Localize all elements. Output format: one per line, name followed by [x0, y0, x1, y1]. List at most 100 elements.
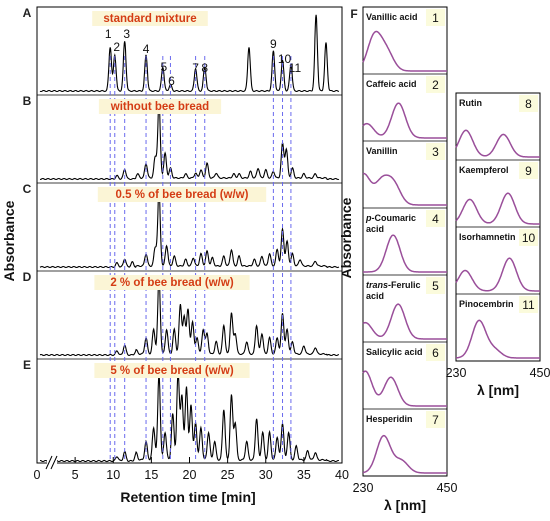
y-axis-title: Absorbance	[338, 197, 354, 278]
y-axis-title: Absorbance	[1, 200, 17, 281]
panel-title: 0.5 % of bee bread (w/w)	[116, 189, 249, 201]
compound-number-badge	[426, 277, 445, 294]
compound-label: trans-Ferulic	[366, 280, 421, 290]
panel-title-background	[97, 187, 267, 202]
panel-title: standard mixture	[103, 13, 196, 25]
compound-number-badge	[519, 162, 538, 179]
x-tick-label: 10	[106, 468, 120, 482]
peak-label: 9	[270, 37, 277, 51]
compound-label-suffix: acid	[366, 291, 384, 301]
x-tick-label: 15	[144, 468, 158, 482]
compound-number: 2	[432, 78, 439, 92]
compound-number: 6	[432, 346, 439, 360]
compound-label: Vanillin	[366, 146, 398, 156]
compound-label-name: -Ferulic	[388, 280, 421, 290]
uv-spectra-panels: F Absorbance 1 Vanillic acid 2 Caffeic acid 3 V…	[338, 6, 550, 513]
lambda-tick-label: 230	[353, 481, 374, 495]
compound-label-name: -Coumaric	[372, 213, 417, 223]
axis-break-gap	[47, 456, 57, 468]
peak-label: 5	[160, 60, 167, 74]
lambda-axis-title: λ [nm]	[477, 382, 519, 398]
x-tick-label: 0	[34, 468, 41, 482]
panel-letter: F	[350, 7, 357, 21]
compound-label-suffix: acid	[366, 224, 384, 234]
compound-number-badge	[426, 143, 445, 160]
compound-label-prefix: trans	[366, 280, 388, 290]
compound-label: Caffeic acid	[366, 79, 417, 89]
panel-letter: C	[23, 182, 32, 196]
x-tick-label: 20	[183, 468, 197, 482]
peak-label: 7	[192, 61, 199, 75]
uv-spectrum-3	[362, 172, 447, 206]
x-axis-title: Retention time [min]	[120, 489, 255, 505]
peak-label: 4	[143, 42, 150, 56]
lambda-tick-label: 230	[446, 366, 467, 380]
compound-number: 1	[432, 11, 439, 25]
x-tick-label: 25	[221, 468, 235, 482]
compound-number-badge	[426, 9, 445, 26]
spectra-frame	[362, 6, 448, 477]
compound-number: 5	[432, 279, 439, 293]
compound-number-badge	[519, 296, 538, 313]
chromatogram-trace	[39, 278, 340, 357]
uv-spectrum-7	[362, 434, 447, 474]
uv-spectrum-9	[455, 192, 540, 225]
panel-title: without bee bread	[110, 101, 209, 113]
panel-letter: D	[23, 270, 32, 284]
x-tick-label: 5	[72, 468, 79, 482]
uv-spectrum-8	[455, 129, 540, 158]
panel-letter: E	[23, 358, 31, 372]
peak-label: 2	[113, 40, 120, 54]
compound-label: Isorhamnetin	[459, 232, 516, 242]
compound-label: Hesperidin	[366, 414, 413, 424]
compound-label-prefix: p	[365, 213, 372, 223]
compound-label: Salicylic acid	[366, 347, 423, 357]
compound-number-badge	[519, 229, 538, 246]
compound-number: 3	[432, 145, 439, 159]
chromatogram-trace	[40, 103, 340, 181]
compound-number: 4	[432, 212, 439, 226]
panel-title: 2 % of bee bread (w/w)	[110, 277, 233, 289]
uv-spectrum-6	[362, 370, 447, 407]
compound-number-badge	[426, 344, 445, 361]
x-tick-label: 35	[297, 468, 311, 482]
uv-spectrum-11	[455, 319, 540, 359]
peak-label: 3	[123, 27, 130, 41]
compound-number-badge	[426, 210, 445, 227]
compound-label: Pinocembrin	[459, 299, 514, 309]
compound-number-badge	[426, 76, 445, 93]
panel-title-background	[92, 11, 208, 26]
compound-number: 7	[432, 413, 439, 427]
compound-label: Vanillic acid	[366, 12, 418, 22]
x-tick-label: 30	[259, 468, 273, 482]
peak-label: 10	[278, 52, 292, 66]
compound-number-badge	[519, 95, 538, 112]
uv-spectrum-5	[362, 303, 447, 340]
peak-label: 1	[105, 27, 112, 41]
peak-label: 6	[168, 74, 175, 88]
chromatogram-trace	[39, 191, 340, 269]
compound-label: Kaempferol	[459, 165, 509, 175]
peak-label: 11	[289, 61, 302, 75]
panel-letter: A	[23, 6, 32, 20]
lambda-tick-label: 450	[437, 481, 458, 495]
axis-break-mark	[45, 455, 53, 470]
panel-title-background	[94, 275, 250, 290]
panel-title-background	[98, 99, 222, 114]
axis-break-mark	[50, 455, 58, 470]
uv-spectrum-4	[363, 234, 447, 273]
compound-number: 9	[525, 164, 532, 178]
chromatogram-trace	[39, 14, 340, 93]
lambda-tick-label: 450	[530, 366, 550, 380]
uv-spectrum-1	[362, 30, 447, 72]
panel-title: 5 % of bee bread (w/w)	[110, 365, 233, 377]
compound-label: Rutin	[459, 98, 482, 108]
peak-label: 8	[201, 61, 208, 75]
chromatogram-frame	[36, 6, 343, 464]
uv-spectrum-10	[455, 257, 540, 292]
compound-number: 8	[525, 97, 532, 111]
compound-number: 10	[522, 231, 536, 245]
uv-spectrum-2	[362, 102, 447, 139]
panel-letter: B	[23, 94, 32, 108]
